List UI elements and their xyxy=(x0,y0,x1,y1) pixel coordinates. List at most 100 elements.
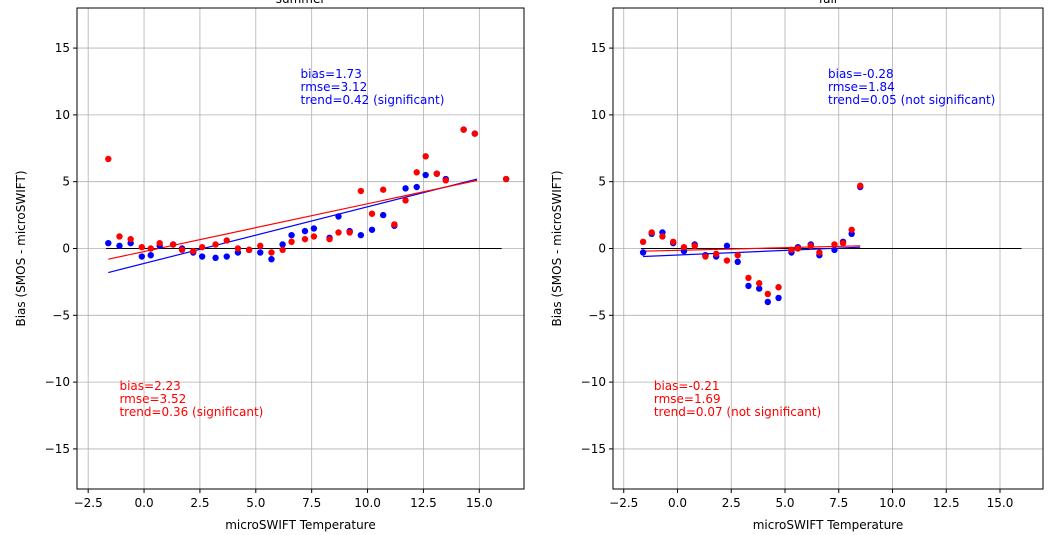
y-tick-label: −5 xyxy=(52,308,70,322)
data-point xyxy=(190,247,197,255)
data-point xyxy=(257,242,264,250)
data-point xyxy=(310,225,318,232)
data-point xyxy=(147,251,154,259)
data-point xyxy=(379,186,387,193)
data-point xyxy=(433,170,441,177)
data-point xyxy=(857,182,864,189)
data-point xyxy=(368,226,376,233)
annotation-line: rmse=1.69 xyxy=(654,392,721,406)
data-point xyxy=(147,245,154,252)
y-tick-label: 0 xyxy=(598,242,606,256)
annotation-line: bias=2.23 xyxy=(119,379,180,393)
data-point xyxy=(301,235,309,243)
trend-line xyxy=(108,179,478,260)
annotation-line: trend=0.05 (not significant) xyxy=(828,93,995,107)
y-tick-label: 5 xyxy=(598,175,606,189)
annotation-line: trend=0.36 (significant) xyxy=(119,405,263,419)
data-point xyxy=(310,233,318,240)
y-tick-label: −15 xyxy=(45,442,70,456)
data-point xyxy=(794,245,802,252)
data-point xyxy=(442,177,449,184)
data-point xyxy=(391,221,398,228)
data-point xyxy=(839,239,847,247)
data-point xyxy=(357,187,365,195)
data-point xyxy=(335,229,342,236)
data-point xyxy=(764,290,771,298)
data-point xyxy=(702,253,709,260)
x-tick-label: 5.0 xyxy=(246,496,265,510)
data-point xyxy=(368,210,376,217)
x-tick-label: 12.5 xyxy=(410,496,437,510)
data-point xyxy=(138,253,146,260)
data-point xyxy=(413,169,420,176)
data-point xyxy=(116,242,123,250)
data-point xyxy=(471,130,479,137)
data-point xyxy=(379,211,387,219)
annotation-line: rmse=3.12 xyxy=(301,80,368,94)
data-point xyxy=(670,238,677,246)
data-point xyxy=(268,255,275,263)
data-point xyxy=(335,213,342,220)
y-tick-label: 10 xyxy=(55,108,70,122)
data-point xyxy=(268,249,275,256)
annotation-line: bias=1.73 xyxy=(301,67,362,81)
x-tick-label: 5.0 xyxy=(775,496,794,510)
annotation-line: rmse=3.52 xyxy=(119,392,186,406)
x-tick-label: −2.5 xyxy=(609,496,638,510)
data-point xyxy=(257,249,264,256)
x-tick-label: 12.5 xyxy=(933,496,960,510)
data-point xyxy=(831,241,838,248)
chart-panel-0: −2.5 0.0 2.5 5.0 7.5 10.0 12.5 15.0 −15 −10 −5 0 5 10… xyxy=(14,0,525,532)
y-tick-label: 5 xyxy=(62,175,70,189)
data-point xyxy=(502,175,510,183)
y-tick-label: 15 xyxy=(591,41,606,55)
data-point xyxy=(169,241,177,248)
annotation-line: trend=0.07 (not significant) xyxy=(654,405,821,419)
y-tick-label: 15 xyxy=(55,41,70,55)
y-tick-label: 0 xyxy=(62,242,70,256)
x-tick-label: 15.0 xyxy=(987,496,1014,510)
chart-title: fall xyxy=(819,0,837,6)
data-point xyxy=(422,171,429,179)
data-point xyxy=(648,229,655,236)
y-tick-label: −10 xyxy=(581,375,606,389)
data-point xyxy=(357,231,365,239)
data-point xyxy=(413,183,420,191)
trend-line xyxy=(643,246,861,258)
data-point xyxy=(198,243,206,251)
data-point xyxy=(639,238,647,246)
data-point xyxy=(756,280,763,287)
data-point xyxy=(816,249,823,256)
data-point xyxy=(639,249,647,256)
data-point xyxy=(178,246,186,254)
data-point xyxy=(326,235,333,243)
data-point xyxy=(198,253,206,260)
data-point xyxy=(212,254,219,262)
annotation-line: trend=0.42 (significant) xyxy=(301,93,445,107)
y-tick-label: −5 xyxy=(588,308,606,322)
annotation-line: rmse=1.84 xyxy=(828,80,895,94)
data-point xyxy=(116,233,123,240)
data-point xyxy=(713,250,720,258)
trend-line xyxy=(108,178,478,274)
x-axis-label: microSWIFT Temperature xyxy=(225,518,376,532)
y-axis-label: Bias (SMOS - microSWIFT) xyxy=(14,170,28,326)
x-tick-label: 10.0 xyxy=(879,496,906,510)
data-point xyxy=(223,253,230,260)
y-tick-label: 10 xyxy=(591,108,606,122)
data-point xyxy=(127,235,134,243)
data-point xyxy=(156,239,163,247)
data-point xyxy=(745,274,752,282)
x-tick-label: 0.0 xyxy=(668,496,687,510)
data-point xyxy=(807,242,814,250)
data-point xyxy=(279,246,286,254)
data-point xyxy=(288,231,295,239)
data-point xyxy=(346,229,353,236)
data-point xyxy=(460,126,467,133)
data-point xyxy=(775,284,782,291)
